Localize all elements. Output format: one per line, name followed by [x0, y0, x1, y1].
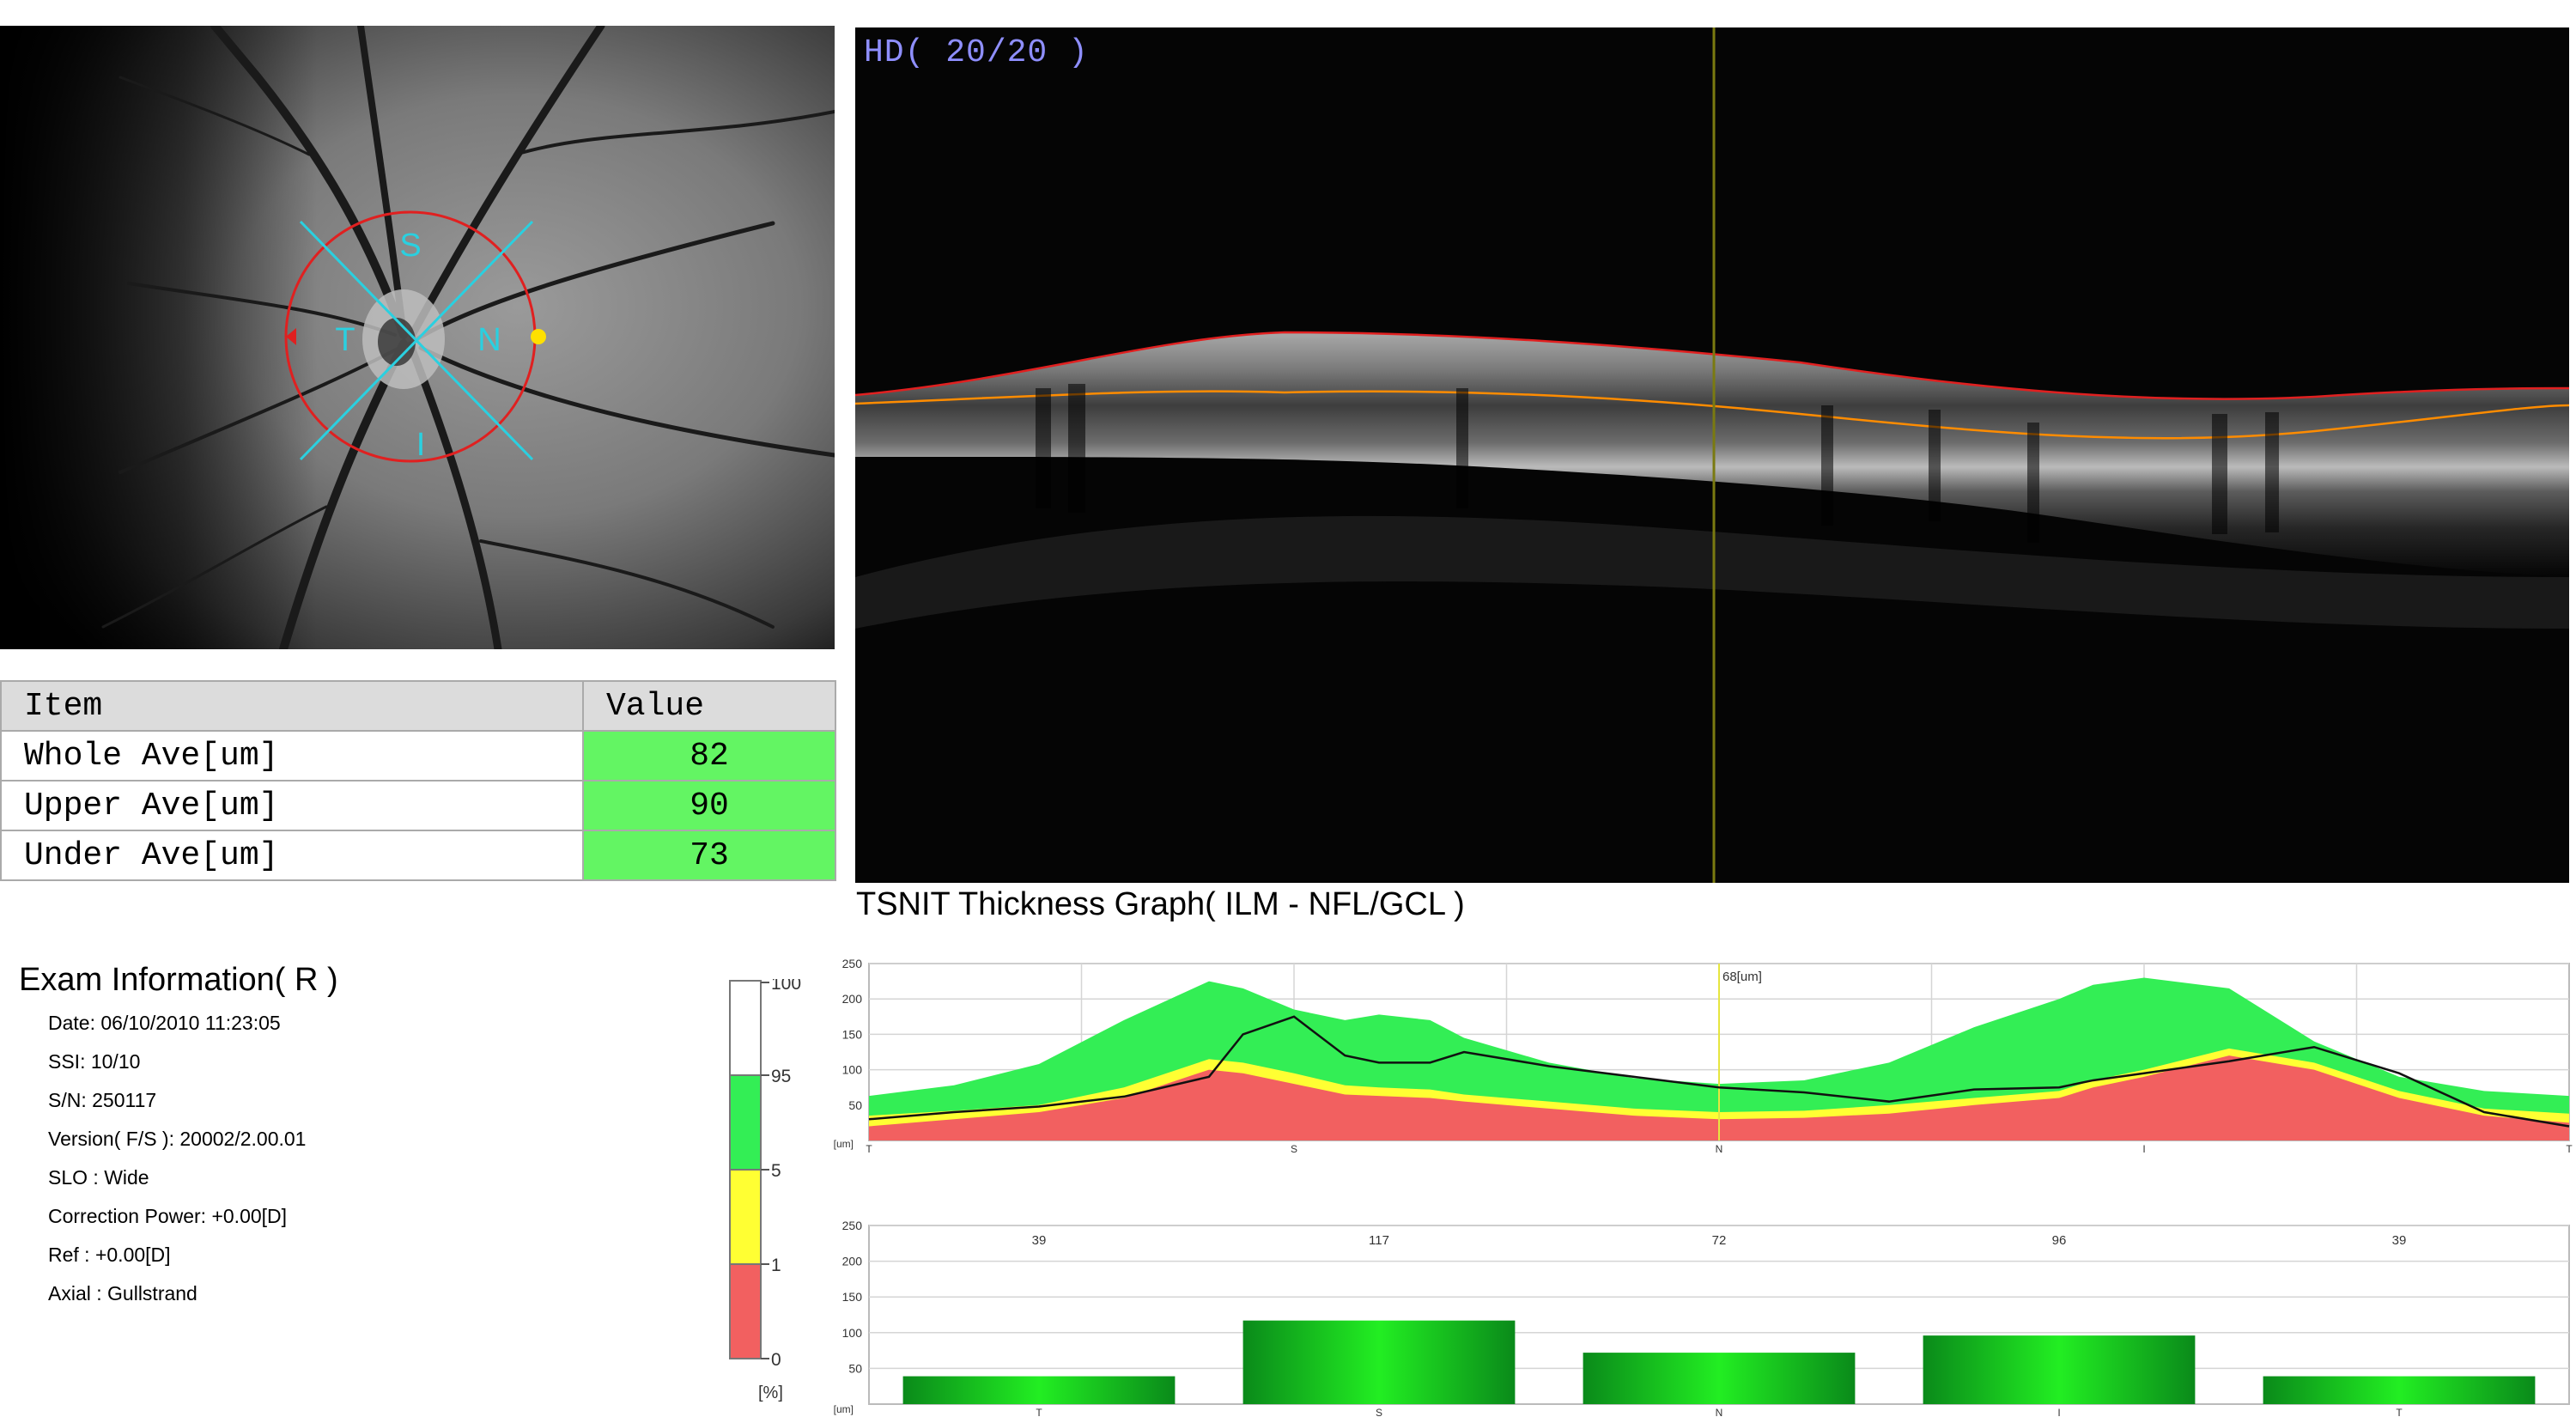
- y-tick-label: 100: [842, 1063, 863, 1077]
- exam-date: Date: 06/10/2010 11:23:05: [48, 1012, 281, 1034]
- y-tick-label: 200: [842, 1255, 863, 1268]
- legend-tick: 0: [771, 1350, 781, 1370]
- x-tick-label: T: [866, 1143, 872, 1155]
- cursor-value-label: 68[um]: [1722, 970, 1762, 984]
- sector-label-s: S: [399, 228, 421, 264]
- row-value: 82: [582, 730, 836, 781]
- table-header-row: Item Value: [0, 680, 836, 732]
- x-tick-label: T: [2566, 1143, 2573, 1155]
- y-tick-label: 50: [848, 1098, 862, 1112]
- x-tick-label: T: [2396, 1407, 2403, 1417]
- legend-band-borderline: [729, 1169, 762, 1265]
- column-header-value: Value: [582, 680, 836, 732]
- legend-band-normal: [729, 1074, 762, 1171]
- sector-thickness-chart[interactable]: 50 100 150 200 250 39 T 117 S 72 N 96 I 39 T [um]: [816, 1215, 2576, 1417]
- sector-bar: [1583, 1353, 1856, 1404]
- fundus-image[interactable]: S T N I: [0, 26, 835, 649]
- thickness-line: [868, 1015, 2570, 1128]
- x-tick-label: T: [1036, 1407, 1042, 1417]
- bar-value-label: 117: [1369, 1233, 1389, 1248]
- y-tick-label: 200: [842, 992, 863, 1006]
- sector-bar: [902, 1376, 1176, 1404]
- legend-tick: 95: [771, 1067, 791, 1086]
- sector-label-i: I: [416, 427, 426, 463]
- bar-value-label: 72: [1712, 1233, 1727, 1248]
- legend-tick: 1: [771, 1256, 781, 1275]
- legend-band-outside: [729, 1263, 762, 1359]
- oct-bscan-image[interactable]: [855, 27, 2569, 883]
- bar-value-label: 96: [2052, 1233, 2067, 1248]
- x-tick-label: N: [1716, 1143, 1723, 1155]
- y-tick-label: 250: [842, 957, 863, 970]
- table-row: Whole Ave[um] 82: [0, 730, 836, 781]
- legend-band-top: [729, 980, 762, 1076]
- y-tick-label: 150: [842, 1027, 863, 1041]
- unit-label: [um]: [834, 1403, 854, 1415]
- x-tick-label: N: [1716, 1407, 1723, 1417]
- legend-tick: 100: [771, 979, 801, 994]
- y-tick-label: 50: [848, 1361, 862, 1375]
- row-item: Whole Ave[um]: [0, 730, 584, 781]
- exam-version: Version( F/S ): 20002/2.00.01: [48, 1128, 307, 1150]
- table-row: Upper Ave[um] 90: [0, 780, 836, 831]
- tsnit-thickness-chart[interactable]: 50 100 150 200 250 68[um] [um] T S N I T: [816, 953, 2576, 1168]
- exam-ref: Ref : +0.00[D]: [48, 1244, 171, 1266]
- tsnit-graph-title: TSNIT Thickness Graph( ILM - NFL/GCL ): [856, 886, 1465, 922]
- row-item: Upper Ave[um]: [0, 780, 584, 831]
- sector-bar: [1923, 1335, 2196, 1404]
- percentile-legend: 100 95 5 1 0 [%]: [729, 979, 801, 1402]
- exam-info-title: Exam Information( R ): [19, 962, 338, 998]
- row-value: 90: [582, 780, 836, 831]
- x-tick-label: I: [2057, 1407, 2060, 1417]
- exam-slo: SLO : Wide: [48, 1166, 149, 1189]
- exam-axial: Axial : Gullstrand: [48, 1282, 197, 1304]
- y-tick-label: 150: [842, 1290, 863, 1304]
- exam-serial: S/N: 250117: [48, 1089, 157, 1111]
- thickness-table: Item Value Whole Ave[um] 82 Upper Ave[um…: [0, 680, 836, 881]
- scan-quality-label: HD( 20/20 ): [864, 34, 1089, 71]
- table-row: Under Ave[um] 73: [0, 830, 836, 881]
- sector-label-n: N: [477, 322, 501, 358]
- exam-ssi: SSI: 10/10: [48, 1050, 141, 1073]
- bar-value-label: 39: [1032, 1233, 1047, 1248]
- unit-label: [um]: [834, 1138, 854, 1150]
- legend-unit: [%]: [758, 1384, 783, 1402]
- sector-bar: [2263, 1376, 2536, 1404]
- sector-label-t: T: [335, 322, 355, 358]
- y-tick-label: 250: [842, 1219, 863, 1232]
- column-header-item: Item: [0, 680, 584, 732]
- sector-bar: [1242, 1320, 1516, 1404]
- x-tick-label: I: [2142, 1143, 2145, 1155]
- bar-value-label: 39: [2392, 1233, 2407, 1248]
- y-tick-label: 100: [842, 1326, 863, 1340]
- x-tick-label: S: [1291, 1143, 1297, 1155]
- legend-tick: 5: [771, 1161, 781, 1181]
- row-item: Under Ave[um]: [0, 830, 584, 881]
- x-tick-label: S: [1376, 1407, 1382, 1417]
- row-value: 73: [582, 830, 836, 881]
- exam-correction-power: Correction Power: +0.00[D]: [48, 1205, 288, 1227]
